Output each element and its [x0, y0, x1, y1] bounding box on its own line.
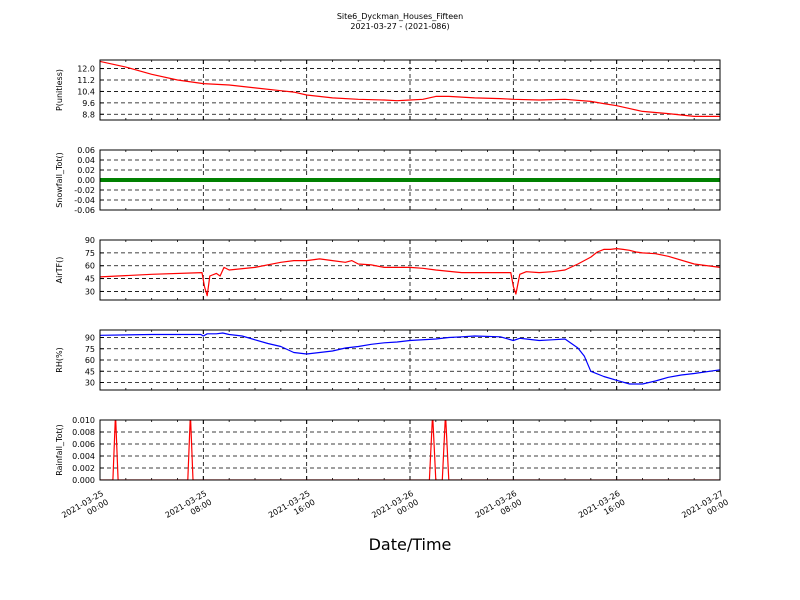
y-tick-label: -0.02	[74, 186, 95, 195]
y-tick-label: -0.06	[74, 206, 95, 215]
y-tick-label: 45	[85, 367, 95, 376]
plot-frame	[99, 59, 721, 121]
y-tick-label: 0.010	[72, 416, 95, 425]
y-tick-label: 9.6	[82, 99, 95, 108]
figure-title: Site6_Dyckman_Houses_Fifteen	[337, 12, 463, 21]
series-line	[100, 420, 720, 480]
y-tick-label: 12.0	[77, 65, 95, 74]
y-tick-label: 0.006	[72, 440, 95, 449]
y-tick-label: 0.02	[77, 166, 95, 175]
panel-4: 90 75 60 45 30 RH(%)	[55, 329, 721, 391]
y-tick-label: 90	[85, 236, 95, 245]
figure-subtitle: 2021-03-27 - (2021-086)	[350, 22, 449, 31]
y-tick-label: 0.008	[72, 428, 95, 437]
y-axis-label: AirTF()	[55, 257, 64, 284]
y-tick-label: 75	[85, 249, 95, 258]
plot-frame	[99, 239, 721, 301]
y-tick-label: 10.4	[77, 87, 95, 96]
y-tick-label: 30	[85, 379, 95, 388]
y-tick-label: 60	[85, 356, 95, 365]
series-line	[100, 60, 720, 118]
y-axis-label: RH(%)	[55, 347, 64, 372]
plot-frame	[99, 149, 721, 211]
y-tick-label: 0.002	[72, 464, 95, 473]
y-tick-label: 8.8	[82, 110, 95, 119]
y-tick-label: -0.04	[74, 196, 95, 205]
series-line	[100, 332, 720, 385]
y-axis-label: P(unitless)	[55, 69, 64, 111]
plot-frame	[99, 329, 721, 391]
panel-2: 0.060.040.020.00-0.02-0.04-0.06 Snowfall_…	[55, 146, 721, 215]
panel-3: 90 75 60 45 30 AirTF()	[55, 236, 721, 301]
y-tick-label: 45	[85, 275, 95, 284]
y-tick-label: 90	[85, 334, 95, 343]
y-tick-label: 0.06	[77, 146, 95, 155]
y-tick-label: 75	[85, 345, 95, 354]
panels: 12.011.210.49.68.8P(unitless)0.060.040.0…	[55, 59, 721, 485]
series-line	[100, 248, 720, 297]
y-axis-label: Rainfall_Tot()	[55, 424, 64, 476]
plot-frame	[99, 419, 721, 481]
y-tick-label: 11.2	[77, 76, 95, 85]
y-tick-label: 0.000	[72, 476, 95, 485]
y-tick-label: 0.00	[77, 176, 95, 185]
y-tick-label: 60	[85, 262, 95, 271]
x-axis-label: Date/Time	[369, 535, 452, 554]
panel-1: 12.0 11.2 10.4 9.6 8.8 P(unitless)	[55, 59, 721, 121]
y-tick-label: 30	[85, 287, 95, 296]
panel-5: 0.010 0.008 0.006 0.004 0.002 0.000 Rainfall_T…	[55, 416, 721, 485]
y-axis-label: Snowfall_Tot()	[55, 152, 64, 208]
y-tick-label: 0.04	[77, 156, 95, 165]
y-tick-label: 0.004	[72, 452, 95, 461]
